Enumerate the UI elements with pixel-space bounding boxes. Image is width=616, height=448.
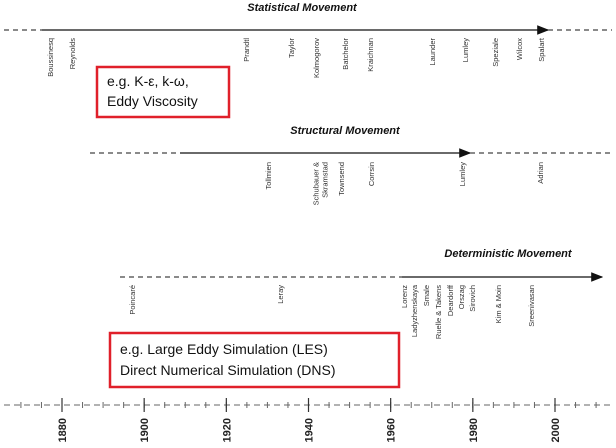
person-name: Batchelor: [341, 38, 350, 70]
person-name: Prandtl: [242, 38, 251, 62]
person-name: Lorenz: [400, 285, 409, 308]
person-name: Adrian: [536, 162, 545, 184]
movement-title: Deterministic Movement: [444, 248, 572, 260]
example-box: [108, 331, 401, 389]
year-label: 1880: [57, 418, 69, 442]
year-label: 1920: [221, 418, 233, 442]
year-label: 1900: [139, 418, 151, 442]
person-name: Boussinesq: [46, 38, 55, 77]
person-name: Lumley: [458, 162, 467, 186]
person-name: Spalart: [537, 37, 546, 62]
year-label: 1940: [304, 418, 316, 442]
person-name: Townsend: [337, 162, 346, 196]
example-box: [95, 65, 231, 119]
person-name: Skramstad: [321, 162, 330, 198]
box-text: Eddy Viscosity: [107, 93, 198, 109]
year-label: 1960: [386, 418, 398, 442]
person-name: Launder: [428, 38, 437, 66]
person-name: Smale: [422, 285, 431, 306]
person-name: Kim & Moin: [494, 285, 503, 323]
person-name: Orszag: [457, 285, 466, 309]
year-label: 1980: [468, 418, 480, 442]
person-name: Tollmien: [264, 162, 273, 190]
person-name: Reynolds: [68, 38, 77, 70]
person-name: Deardorff: [446, 284, 455, 316]
person-name: Speziale: [491, 38, 500, 67]
person-name: Corrsin: [367, 162, 376, 186]
movement-title: Structural Movement: [290, 125, 401, 137]
person-name: Sirovich: [468, 285, 477, 312]
person-name: Ladyzhenskaya: [410, 284, 419, 337]
person-name: Lumley: [461, 38, 470, 62]
year-label: 2000: [550, 418, 562, 442]
person-name: Kraichnan: [366, 38, 375, 72]
box-text: Direct Numerical Simulation (DNS): [120, 362, 336, 378]
box-text: e.g. K-ε, k-ω,: [107, 73, 189, 89]
person-name: Wilcox: [515, 38, 524, 60]
person-name: Taylor: [287, 38, 296, 59]
person-name: Kolmogorov: [312, 38, 321, 78]
movement-title: Statistical Movement: [247, 2, 358, 14]
person-name: Leray: [276, 285, 285, 304]
person-name: Ruelle & Takens: [434, 285, 443, 339]
person-name: Schubauer &: [312, 162, 321, 205]
box-text: e.g. Large Eddy Simulation (LES): [120, 341, 328, 357]
person-name: Sreenivasan: [527, 285, 536, 327]
person-name: Poincaré: [128, 285, 137, 315]
